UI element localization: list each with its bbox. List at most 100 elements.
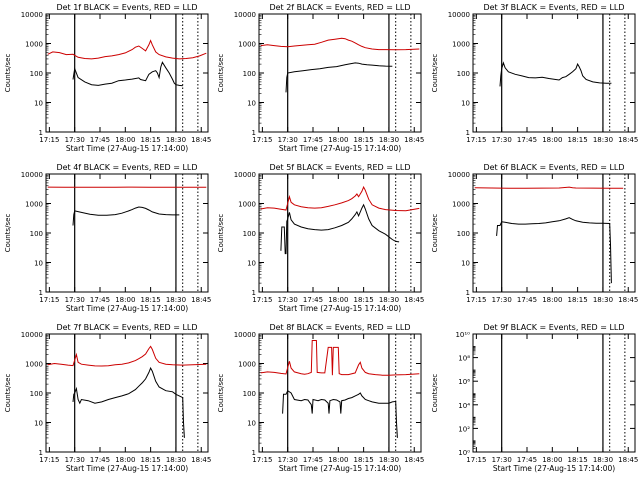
chart-panel-2: Det 2f BLACK = Events, RED = LLD11010010…: [217, 3, 424, 153]
x-tick-label: 18:15: [568, 136, 588, 144]
y-tick-label: 100: [30, 390, 43, 398]
x-tick-label: 17:45: [303, 136, 323, 144]
x-tick-label: 18:15: [354, 136, 374, 144]
y-tick-label: 100: [30, 70, 43, 78]
x-tick-label: 18:15: [354, 296, 374, 304]
x-tick-label: 17:45: [90, 296, 110, 304]
x-tick-label: 18:30: [379, 296, 399, 304]
x-tick-label: 17:30: [492, 456, 512, 464]
y-tick-label: 100: [457, 230, 470, 238]
chart-title: Det 8f BLACK = Events, RED = LLD: [269, 323, 410, 332]
plot-frame: [46, 174, 208, 292]
y-tick-label: 100: [243, 70, 256, 78]
x-tick-label: 17:30: [65, 456, 85, 464]
x-tick-label: 17:30: [492, 296, 512, 304]
x-tick-label: 18:30: [379, 456, 399, 464]
x-tick-label: 18:45: [404, 136, 424, 144]
y-tick-label: 10: [247, 420, 256, 428]
y-axis-label: Counts/sec: [431, 374, 439, 413]
y-tick-label: 1000: [238, 41, 256, 49]
series-events-line: [73, 207, 179, 226]
y-tick-label: 10: [34, 420, 43, 428]
x-tick-label: 17:45: [90, 456, 110, 464]
x-tick-label: 18:15: [354, 456, 374, 464]
x-tick-label: 18:30: [379, 136, 399, 144]
y-tick-label: 10⁴: [458, 402, 470, 410]
x-tick-label: 17:15: [466, 456, 486, 464]
chart-panel-8: Det 8f BLACK = Events, RED = LLD11010010…: [217, 323, 424, 473]
y-tick-label: 100: [243, 230, 256, 238]
y-tick-label: 100: [243, 390, 256, 398]
x-tick-label: 17:45: [303, 456, 323, 464]
x-tick-label: 17:15: [252, 296, 272, 304]
y-axis-label: Counts/sec: [217, 54, 225, 93]
x-tick-label: 17:45: [303, 296, 323, 304]
plot-frame: [259, 14, 421, 132]
y-tick-label: 10: [461, 100, 470, 108]
y-tick-label: 10²: [458, 425, 470, 433]
y-tick-label: 1000: [452, 41, 470, 49]
x-tick-label: 18:00: [328, 136, 348, 144]
series-events-line: [283, 391, 398, 438]
plot-frame: [259, 174, 421, 292]
y-tick-label: 100: [30, 230, 43, 238]
y-axis-label: Counts/sec: [217, 374, 225, 413]
series-events-line: [281, 205, 399, 254]
y-tick-label: 10000: [21, 331, 43, 339]
x-tick-label: 18:15: [141, 296, 161, 304]
x-axis-label: Start Time (27-Aug-15 17:14:00): [66, 464, 188, 473]
x-tick-label: 18:15: [141, 456, 161, 464]
x-tick-label: 17:15: [466, 296, 486, 304]
x-tick-label: 17:30: [65, 296, 85, 304]
chart-title: Det 3f BLACK = Events, RED = LLD: [483, 3, 624, 12]
y-tick-label: 10: [247, 260, 256, 268]
y-tick-label: 10⁸: [458, 355, 470, 363]
y-tick-label: 10: [34, 260, 43, 268]
y-tick-label: 10000: [448, 171, 470, 179]
chart-title: Det 4f BLACK = Events, RED = LLD: [56, 163, 197, 172]
series-events-line: [73, 368, 184, 438]
y-tick-label: 10: [461, 260, 470, 268]
y-tick-label: 1000: [452, 201, 470, 209]
x-tick-label: 17:45: [517, 456, 537, 464]
x-axis-label: Start Time (27-Aug-15 17:14:00): [66, 304, 188, 313]
chart-title: Det 5f BLACK = Events, RED = LLD: [269, 163, 410, 172]
y-tick-label: 10: [247, 100, 256, 108]
chart-panel-6: Det 6f BLACK = Events, RED = LLD11010010…: [431, 163, 638, 304]
y-tick-label: 10000: [234, 331, 256, 339]
x-axis-label: Start Time (27-Aug-15 17:14:00): [279, 304, 401, 313]
series-events-line: [286, 63, 392, 93]
y-tick-label: 1000: [25, 201, 43, 209]
y-tick-label: 100: [457, 70, 470, 78]
x-tick-label: 18:45: [191, 296, 211, 304]
x-tick-label: 17:45: [517, 296, 537, 304]
chart-title: Det 2f BLACK = Events, RED = LLD: [269, 3, 410, 12]
y-tick-label: 10000: [234, 171, 256, 179]
x-tick-label: 17:15: [466, 136, 486, 144]
x-tick-label: 18:15: [568, 296, 588, 304]
x-tick-label: 18:00: [542, 296, 562, 304]
chart-panel-7: Det 7f BLACK = Events, RED = LLD11010010…: [4, 323, 211, 473]
y-tick-label: 10000: [448, 11, 470, 19]
x-tick-label: 18:00: [115, 136, 135, 144]
x-tick-label: 18:30: [593, 456, 613, 464]
x-tick-label: 18:00: [542, 136, 562, 144]
y-axis-label: Counts/sec: [4, 214, 12, 253]
y-axis-label: Counts/sec: [217, 214, 225, 253]
x-tick-label: 17:45: [90, 136, 110, 144]
chart-title: Det 1f BLACK = Events, RED = LLD: [56, 3, 197, 12]
plot-frame: [473, 14, 635, 132]
x-tick-label: 18:45: [404, 456, 424, 464]
y-tick-label: 10000: [234, 11, 256, 19]
chart-title: Det 9f BLACK = Events, RED = LLD: [483, 323, 624, 332]
chart-panel-3: Det 3f BLACK = Events, RED = LLD11010010…: [431, 3, 638, 144]
x-tick-label: 17:30: [278, 296, 298, 304]
y-axis-label: Counts/sec: [4, 54, 12, 93]
x-tick-label: 18:45: [618, 456, 638, 464]
y-tick-label: 10000: [21, 11, 43, 19]
x-axis-label: Start Time (27-Aug-15 17:14:00): [493, 464, 615, 473]
plot-frame: [46, 14, 208, 132]
x-tick-label: 18:30: [593, 296, 613, 304]
chart-title: Det 6f BLACK = Events, RED = LLD: [483, 163, 624, 172]
x-tick-label: 18:15: [568, 456, 588, 464]
